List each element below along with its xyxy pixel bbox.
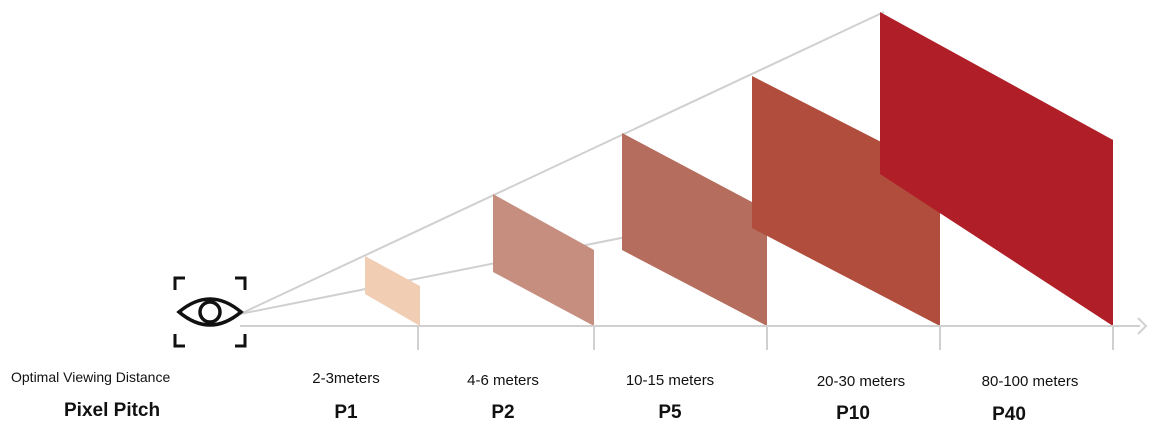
distance-label-p1: 2-3meters <box>312 370 380 387</box>
screen-p1 <box>365 256 420 326</box>
pitch-label-p40: P40 <box>992 404 1026 425</box>
screen-p10 <box>752 76 940 326</box>
screen-p40 <box>880 12 1113 326</box>
pitch-label-p1: P1 <box>334 402 358 423</box>
distance-label-p2: 4-6 meters <box>467 372 539 389</box>
pitch-row-label: Pixel Pitch <box>64 400 161 421</box>
distance-label-p40: 80-100 meters <box>981 373 1079 390</box>
distance-row-label: Optimal Viewing Distance <box>11 369 171 385</box>
pitch-label-p5: P5 <box>658 402 682 423</box>
upper-sight-line <box>239 11 885 315</box>
axis-arrow <box>1137 317 1148 335</box>
screens <box>365 12 1113 326</box>
distance-axis <box>240 317 1148 350</box>
pitch-label-p2: P2 <box>491 402 515 423</box>
screen-p5 <box>622 133 767 326</box>
distance-label-p5: 10-15 meters <box>625 372 715 389</box>
distance-label-p10: 20-30 meters <box>816 373 906 390</box>
eye-icon <box>173 276 247 348</box>
screen-p2 <box>493 194 594 326</box>
pitch-label-p10: P10 <box>836 403 870 424</box>
